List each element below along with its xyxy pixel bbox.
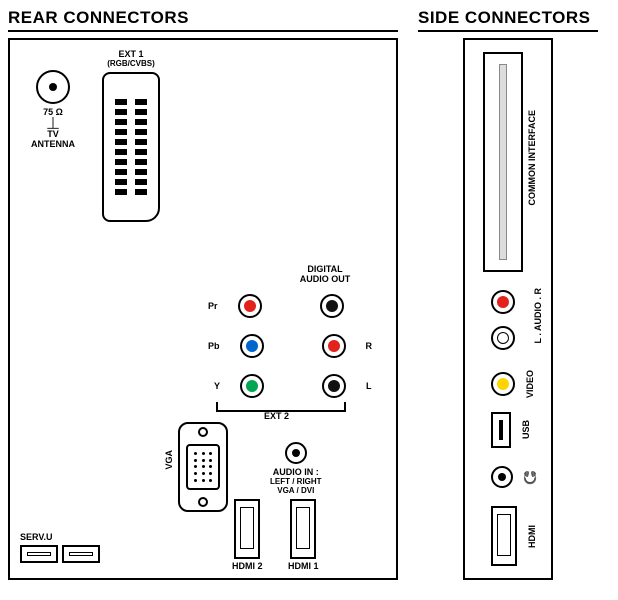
rca-pb-icon — [240, 334, 264, 358]
servu-port-icon — [62, 545, 100, 563]
rca-side-l-icon — [491, 326, 515, 350]
side-panel: COMMON INTERFACE L . AUDIO . R VIDEO USB… — [463, 38, 553, 580]
scart-icon — [102, 72, 160, 222]
ci-slot-icon — [499, 64, 507, 260]
common-interface-slot — [483, 52, 523, 272]
component-row-y: Y L — [214, 374, 372, 398]
rca-pr-icon — [238, 294, 262, 318]
rca-side-video-icon — [491, 372, 515, 396]
digital-audio-out-label: DIGITAL AUDIO OUT — [290, 265, 360, 285]
hdmi-side-icon — [491, 506, 517, 566]
side-title: SIDE CONNECTORS — [418, 8, 598, 32]
servu-port-icon — [20, 545, 58, 563]
antenna-label: TV ANTENNA — [28, 130, 78, 150]
vga-label: VGA — [164, 450, 174, 470]
antenna-ohm-label: 75 Ω — [28, 108, 78, 118]
tv-antenna-port: 75 Ω ⏊ TV ANTENNA — [28, 70, 78, 150]
rear-panel: 75 Ω ⏊ TV ANTENNA EXT 1 (RGB/CVBS) — [8, 38, 398, 580]
headphone-jack-icon — [491, 466, 513, 488]
component-row-pb: Pb R — [208, 334, 372, 358]
rca-r-icon — [322, 334, 346, 358]
servu-label: SERV.U — [20, 533, 100, 543]
side-hdmi: HDMI — [465, 506, 551, 566]
hdmi2-port: HDMI 2 — [232, 499, 263, 572]
side-audio-r: L . AUDIO . R — [465, 290, 551, 314]
rear-title: REAR CONNECTORS — [8, 8, 398, 32]
hdmi-icon — [234, 499, 260, 559]
pb-label: Pb — [208, 341, 220, 351]
pr-label: Pr — [208, 301, 218, 311]
hdmi2-label: HDMI 2 — [232, 562, 263, 572]
ext2-label: EXT 2 — [264, 412, 289, 422]
hdmi1-port: HDMI 1 — [288, 499, 319, 572]
coax-icon — [36, 70, 70, 104]
vga-icon — [178, 422, 228, 512]
hdmi1-label: HDMI 1 — [288, 562, 319, 572]
r-label: R — [366, 341, 373, 351]
rca-digital-audio-icon — [320, 294, 344, 318]
usb-icon — [491, 412, 511, 448]
side-audio-l — [465, 326, 551, 350]
audio-in-line2: VGA / DVI — [270, 487, 322, 496]
ext1-scart-port: EXT 1 (RGB/CVBS) — [102, 50, 160, 222]
rca-side-r-icon — [491, 290, 515, 314]
l-label: L — [366, 381, 372, 391]
side-video-label: VIDEO — [525, 370, 535, 398]
side-hdmi-label: HDMI — [527, 525, 537, 548]
side-usb-label: USB — [521, 420, 531, 439]
minijack-icon — [285, 442, 307, 464]
side-video: VIDEO — [465, 370, 551, 398]
servu-port: SERV.U — [20, 533, 100, 568]
ext1-subtitle: (RGB/CVBS) — [102, 60, 160, 69]
vga-port — [178, 422, 228, 512]
side-usb: USB — [465, 412, 551, 448]
ci-label: COMMON INTERFACE — [527, 110, 537, 206]
side-headphone: 🎧 — [465, 466, 551, 488]
rca-y-icon — [240, 374, 264, 398]
audio-in-port: AUDIO IN : LEFT / RIGHT VGA / DVI — [270, 442, 322, 495]
y-label: Y — [214, 381, 220, 391]
rca-l-icon — [322, 374, 346, 398]
hdmi-icon — [290, 499, 316, 559]
component-row-pr: Pr — [208, 294, 344, 318]
headphone-icon: 🎧 — [523, 470, 537, 485]
